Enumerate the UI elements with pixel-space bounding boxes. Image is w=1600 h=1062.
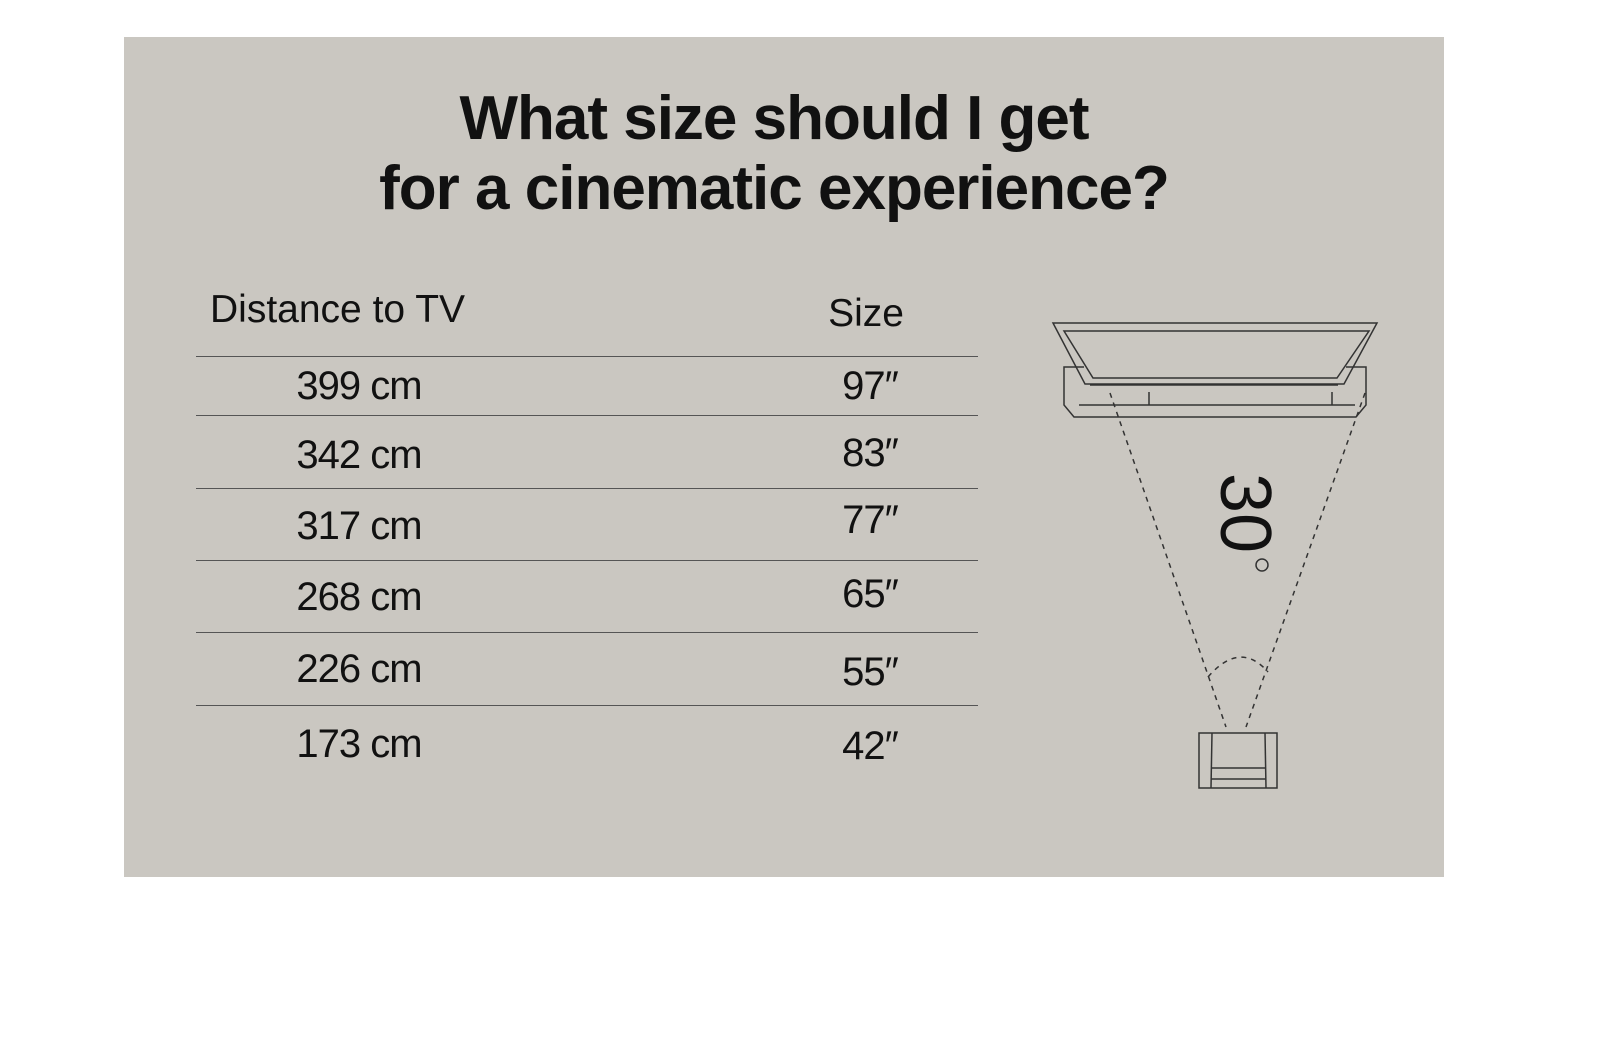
row-divider: [196, 632, 978, 633]
header-size: Size: [828, 292, 904, 335]
tv-icon: [1051, 322, 1379, 418]
distance-cell: 342 cm: [296, 433, 422, 477]
row-divider: [196, 560, 978, 561]
size-cell: 65″: [842, 572, 899, 616]
distance-cell: 317 cm: [296, 504, 422, 548]
size-cell: 83″: [842, 431, 899, 475]
degree-circle: [1255, 558, 1269, 572]
viewer-chair-icon: [1198, 732, 1278, 789]
distance-cell: 399 cm: [296, 364, 422, 408]
angle-label: 30: [1205, 473, 1285, 553]
distance-cell: 268 cm: [296, 575, 422, 619]
row-divider: [196, 415, 978, 416]
viewing-lines: [1109, 392, 1366, 728]
size-cell: 77″: [842, 498, 899, 542]
size-cell: 42″: [842, 724, 899, 768]
size-cell: 97″: [842, 364, 899, 408]
title-line-2: for a cinematic experience?: [379, 154, 1170, 223]
distance-cell: 173 cm: [296, 722, 422, 766]
header-distance: Distance to TV: [210, 288, 466, 331]
row-divider: [196, 356, 978, 357]
row-divider: [196, 488, 978, 489]
distance-cell: 226 cm: [296, 647, 422, 691]
title-line-1: What size should I get: [459, 84, 1089, 153]
infographic-panel: [124, 37, 1444, 877]
size-cell: 55″: [842, 650, 899, 694]
row-divider: [196, 705, 978, 706]
